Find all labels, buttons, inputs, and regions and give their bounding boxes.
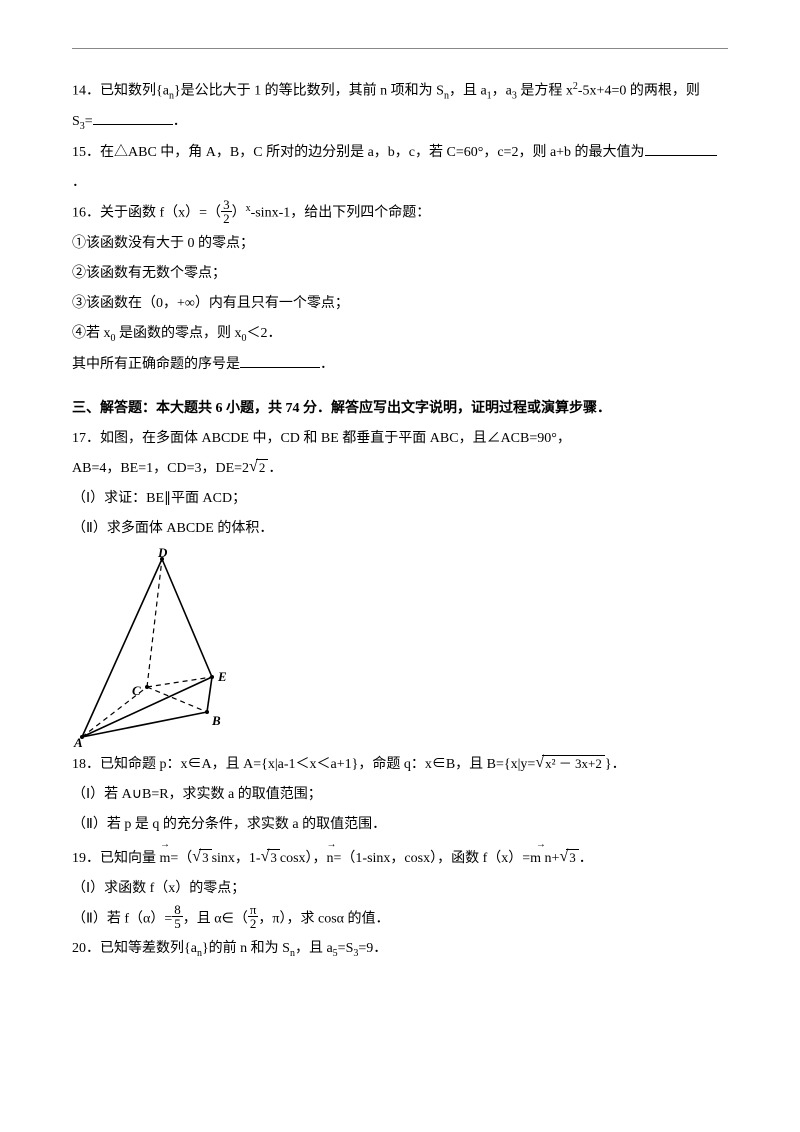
- q18-line1: 18．已知命题 p：x∈A，且 A={x|a-1＜x＜a+1}，命题 q：x∈B…: [72, 751, 728, 779]
- vector-mn: m n: [530, 841, 551, 873]
- q14-blank: [93, 110, 173, 125]
- q16-line1: 16．关于函数 f（x）=（32）x-sinx-1，给出下列四个命题：: [72, 199, 728, 228]
- sqrt-3c: √3: [559, 849, 578, 867]
- exam-page: 14．已知数列{an}是公比大于 1 的等比数列，其前 n 项和为 Sn，且 a…: [0, 0, 800, 1132]
- q16-item4: ④若 x0 是函数的零点，则 x0＜2．: [72, 320, 728, 349]
- sqrt-2: √2: [249, 459, 268, 477]
- q16-item1: ①该函数没有大于 0 的零点；: [72, 230, 728, 258]
- sqrt-x2-3x-2: √x² － 3x+2: [535, 755, 605, 773]
- label-C: C: [132, 683, 141, 698]
- fraction-3-2: 32: [221, 198, 232, 226]
- q19-part1: （Ⅰ）求函数 f（x）的零点；: [72, 875, 728, 903]
- q19-line1: 19．已知向量 m=（√3sinx，1-√3cosx），n=（1-sinx，co…: [72, 841, 728, 873]
- section-3-title: 三、解答题：本大题共 6 小题，共 74 分．解答应写出文字说明，证明过程或演算…: [72, 395, 728, 423]
- q17-part1: （Ⅰ）求证：BE∥平面 ACD；: [72, 485, 728, 513]
- label-D: D: [157, 547, 168, 560]
- label-B: B: [211, 713, 221, 728]
- q18-number: 18．: [72, 757, 100, 772]
- q16-item3: ③该函数在（0，+∞）内有且只有一个零点；: [72, 290, 728, 318]
- vector-n: n: [327, 841, 334, 873]
- fraction-8-5: 85: [172, 903, 183, 931]
- page-top-rule: [72, 48, 728, 49]
- q14-line2: S3=．: [72, 108, 728, 137]
- q16-number: 16．: [72, 206, 100, 221]
- vector-m: m: [160, 841, 171, 873]
- q15-number: 15．: [72, 145, 100, 160]
- q19-part2: （Ⅱ）若 f（α）=85，且 α∈（π2，π），求 cosα 的值．: [72, 905, 728, 933]
- q19-number: 19．: [72, 851, 100, 866]
- q18-part2: （Ⅱ）若 p 是 q 的充分条件，求实数 a 的取值范围．: [72, 811, 728, 839]
- q17-part2: （Ⅱ）求多面体 ABCDE 的体积．: [72, 515, 728, 543]
- label-E: E: [217, 669, 227, 684]
- label-A: A: [73, 735, 83, 747]
- q16-item2: ②该函数有无数个零点；: [72, 260, 728, 288]
- q20-line1: 20．已知等差数列{an}的前 n 和为 Sn，且 a5=S3=9．: [72, 935, 728, 964]
- q15-line1: 15．在△ABC 中，角 A，B，C 所对的边分别是 a，b，c，若 C=60°…: [72, 139, 728, 167]
- q15-blank: [645, 141, 717, 156]
- q17-number: 17．: [72, 431, 100, 446]
- q14-number: 14．: [72, 84, 100, 99]
- figure-abcde: A B C D E: [72, 547, 252, 747]
- q18-part1: （Ⅰ）若 A∪B=R，求实数 a 的取值范围；: [72, 781, 728, 809]
- q17-line2: AB=4，BE=1，CD=3，DE=2√2．: [72, 455, 728, 483]
- q14-line1: 14．已知数列{an}是公比大于 1 的等比数列，其前 n 项和为 Sn，且 a…: [72, 77, 728, 106]
- q16-tail: 其中所有正确命题的序号是．: [72, 351, 728, 379]
- fraction-pi-2: π2: [248, 903, 259, 931]
- sqrt-3a: √3: [192, 849, 211, 867]
- q20-number: 20．: [72, 941, 100, 956]
- q15-period: ．: [72, 169, 728, 197]
- sqrt-3b: √3: [261, 849, 280, 867]
- q16-blank: [240, 353, 320, 368]
- q17-line1: 17．如图，在多面体 ABCDE 中，CD 和 BE 都垂直于平面 ABC，且∠…: [72, 425, 728, 453]
